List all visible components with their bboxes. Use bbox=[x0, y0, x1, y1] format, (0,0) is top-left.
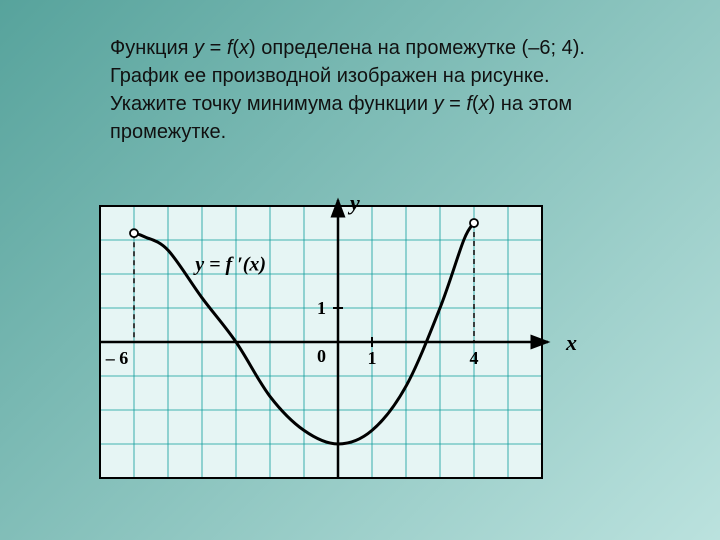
text: ) определена на промежутке bbox=[249, 37, 522, 59]
svg-text:– 6: – 6 bbox=[105, 348, 129, 368]
svg-text:1: 1 bbox=[368, 348, 377, 368]
var-x: x bbox=[479, 93, 489, 115]
text: = bbox=[444, 93, 467, 115]
svg-text:0: 0 bbox=[317, 346, 326, 366]
chart: – 61410xyy = f ′(x) bbox=[60, 192, 605, 492]
var-y: y bbox=[194, 37, 204, 59]
problem-statement: Функция y = f(x) определена на промежутк… bbox=[110, 34, 590, 146]
var-y: y bbox=[434, 93, 444, 115]
svg-text:y = f ′(x): y = f ′(x) bbox=[193, 254, 266, 276]
var-x: x bbox=[239, 37, 249, 59]
page: Функция y = f(x) определена на промежутк… bbox=[0, 0, 720, 540]
chart-svg: – 61410xyy = f ′(x) bbox=[60, 192, 602, 492]
svg-text:4: 4 bbox=[470, 348, 479, 368]
svg-text:x: x bbox=[565, 330, 577, 355]
text: Функция bbox=[110, 37, 194, 59]
svg-text:1: 1 bbox=[317, 298, 326, 318]
text: ( bbox=[472, 93, 479, 115]
text: = bbox=[204, 37, 227, 59]
